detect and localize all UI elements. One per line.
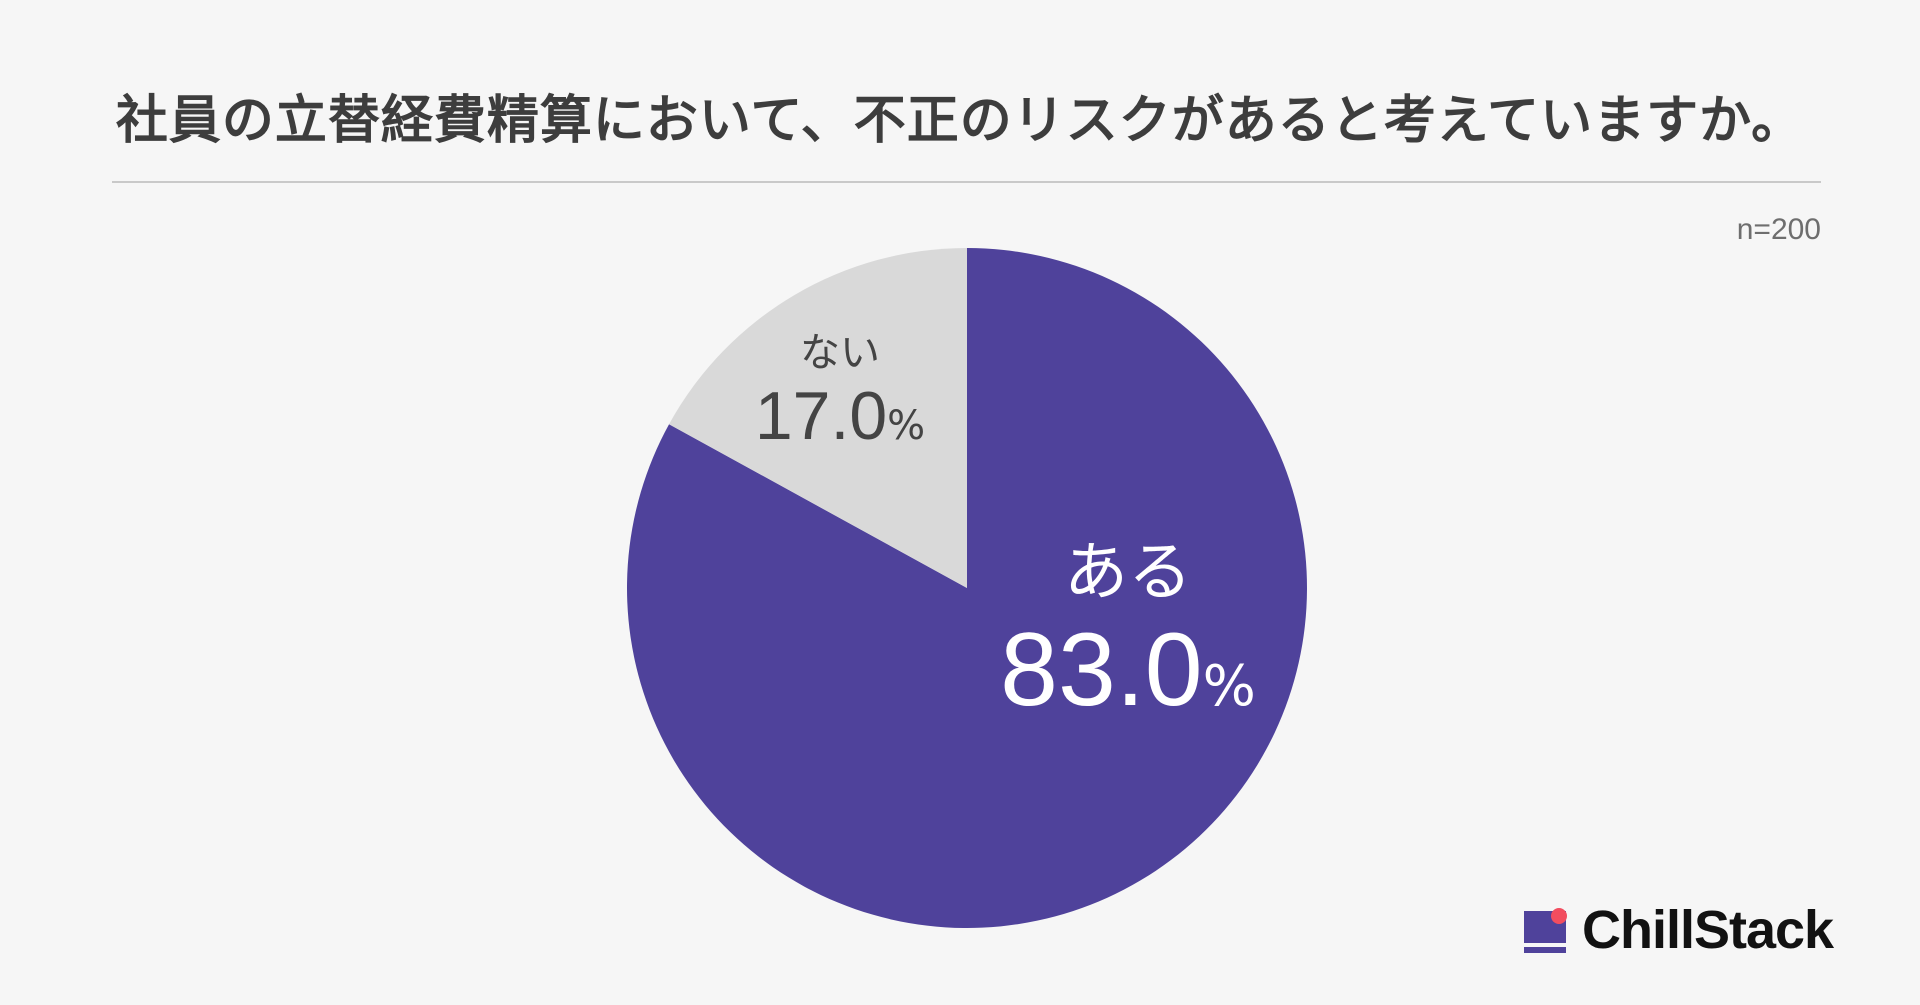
slice-name-yes: ある	[1064, 536, 1192, 610]
title-divider	[112, 181, 1821, 183]
brand-name: ChillStack	[1582, 900, 1834, 960]
slice-value-yes: 83.0	[1000, 612, 1203, 728]
slice-value-no: 17.0	[754, 378, 888, 454]
slice-unit-no: %	[887, 403, 926, 449]
pie-slice-yes	[627, 248, 1308, 928]
slice-label-no: ない 17.0%	[740, 328, 940, 454]
slice-name-no: ない	[800, 330, 880, 376]
chart-title: 社員の立替経費精算において、不正のリスクがあると考えていますか。	[115, 91, 1805, 151]
chillstack-logo: ChillStack	[1524, 900, 1834, 960]
pie-slice-no	[669, 248, 967, 588]
slice-unit-yes: %	[1202, 654, 1256, 719]
slice-label-yes: ある 83.0%	[998, 535, 1258, 729]
chillstack-logo-mark	[1524, 907, 1568, 953]
sample-size: n=200	[1736, 213, 1821, 246]
